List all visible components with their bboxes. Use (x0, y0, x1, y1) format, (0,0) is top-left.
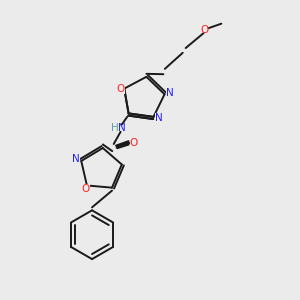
Text: O: O (116, 84, 125, 94)
Text: N: N (155, 113, 163, 123)
Text: N: N (118, 123, 126, 133)
Text: O: O (130, 138, 138, 148)
Text: O: O (201, 25, 209, 34)
Text: H: H (111, 123, 119, 133)
Text: N: N (166, 88, 174, 98)
Text: O: O (81, 184, 90, 194)
Text: N: N (72, 154, 80, 164)
